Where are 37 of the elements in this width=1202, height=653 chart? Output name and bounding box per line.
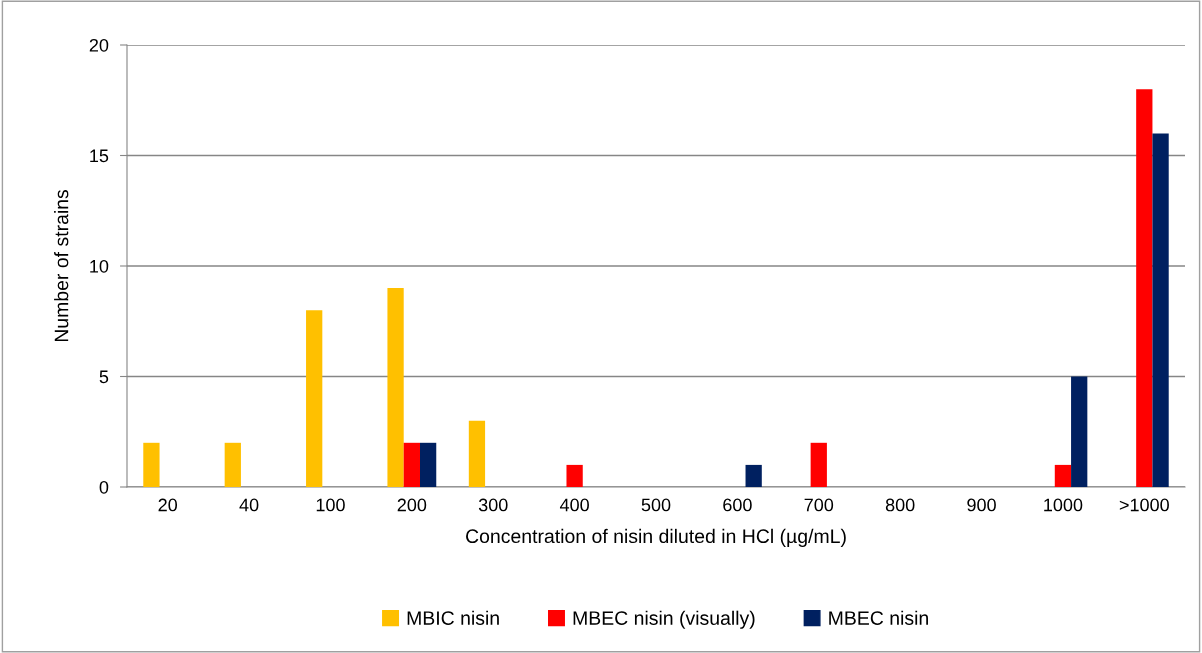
bar [224,442,241,487]
bar [1071,376,1088,487]
x-tick-label: 400 [559,498,589,512]
x-tick-label: >1000 [1119,498,1169,512]
bar [403,442,420,487]
x-axis-title: Concentration of nisin diluted in HCl (µg/mL) [466,528,846,547]
bar [468,420,486,487]
bar [306,310,323,487]
y-tick-label: 5 [99,370,109,384]
bar [1054,464,1072,487]
bar [419,442,437,487]
y-tick-label: 0 [99,480,109,494]
y-tick-label: 20 [89,38,109,52]
bar [810,442,827,487]
x-tick-label: 1000 [1044,498,1083,512]
x-tick-label: 700 [804,498,834,512]
legend-label: MBIC nisin [407,610,499,625]
x-tick-label: 600 [723,498,752,512]
x-tick-label: 800 [885,498,915,512]
bar [1136,89,1153,487]
legend-label: MBEC nisin (visually) [573,610,755,629]
legend-label: MBEC nisin [829,610,928,625]
bar [387,288,404,487]
x-tick-label: 20 [158,498,178,512]
x-tick-label: 200 [397,498,427,512]
bar [566,464,583,487]
x-tick-label: 500 [641,498,671,512]
x-tick-label: 100 [316,498,345,512]
x-tick-label: 900 [967,498,996,512]
x-tick-label: 300 [478,498,508,512]
y-tick-label: 10 [90,259,109,273]
bar [143,442,160,487]
bar [745,464,762,487]
y-tick-label: 15 [90,149,109,163]
bar [1152,133,1169,487]
y-axis-title: Number of strains [54,189,69,342]
x-tick-label: 40 [239,498,259,512]
